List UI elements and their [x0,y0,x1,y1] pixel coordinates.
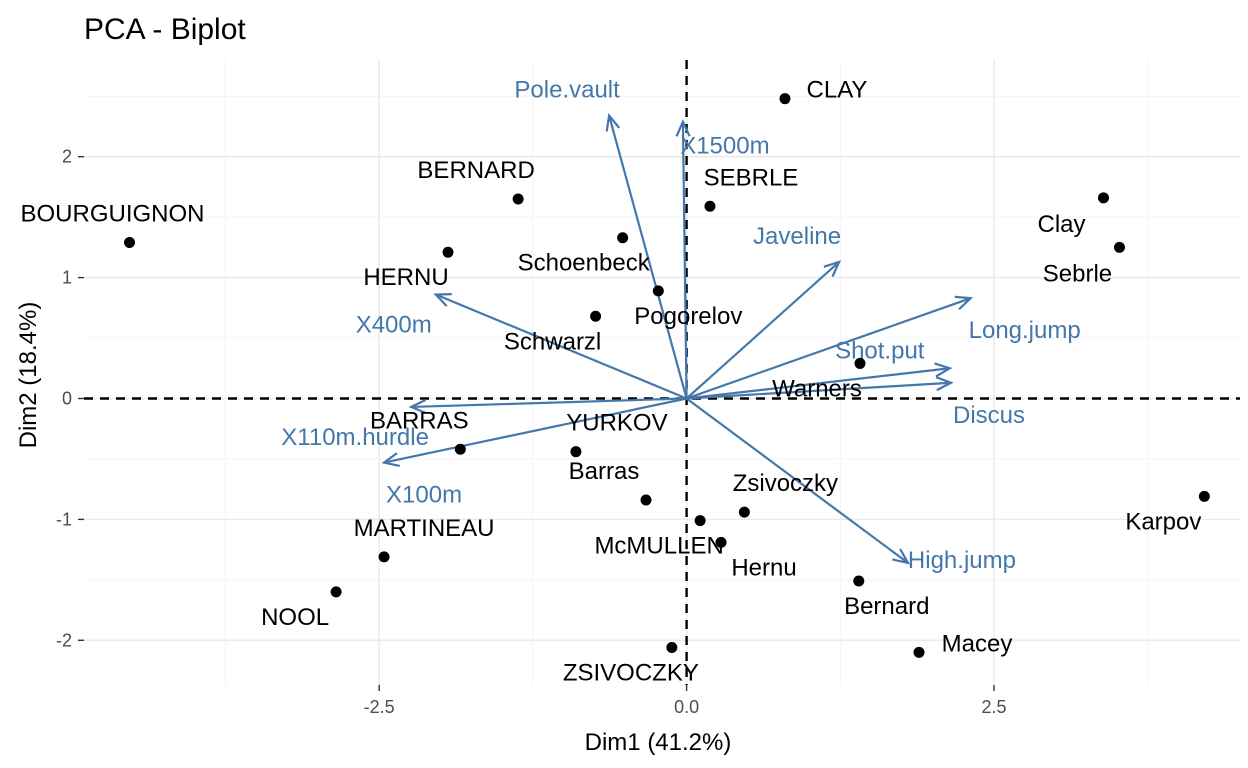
individual-point [570,446,582,458]
variable-arrow [686,381,952,400]
variable-arrowhead [408,398,427,415]
individual-label: HERNU [363,264,448,291]
individual-label: Warners [772,375,862,402]
variable-arrowhead [675,118,691,137]
variable-arrow [686,297,972,400]
variable-label: X1500m [680,133,769,160]
individual-point [779,93,791,105]
individual-point [617,232,629,244]
reference-lines [84,60,1240,685]
individual-point [378,551,390,563]
y-tick-label: 0 [62,388,72,408]
variable-label: X110m.hurdle [281,424,429,451]
grid [84,60,1240,685]
x-tick-label: -2.5 [364,697,395,717]
variable-arrowhead [934,362,953,378]
variable-label: Shot.put [835,337,925,364]
individual-label: BARRAS [370,407,469,434]
individual-label: BERNARD [417,157,534,184]
individual-point [1113,241,1125,253]
x-tick-label: 0.0 [674,697,699,717]
individual-point [715,536,727,548]
y-tick-label: -2 [56,630,72,650]
individual-point [704,200,716,212]
individual-label: Macey [942,630,1013,657]
variable-label: X400m [356,312,432,339]
individual-point [454,443,466,455]
variable-arrow [608,115,688,399]
individual-label: YURKOV [566,410,667,437]
variable-arrow [411,397,687,409]
individual-point [442,246,454,258]
individual-label: Schoenbeck [518,250,651,277]
individual-label: Karpov [1125,508,1201,535]
x-axis-title: Dim1 (41.2%) [585,729,732,756]
individual-label: Hernu [731,554,796,581]
variable-arrow [681,121,688,399]
individual-label: Schwarzl [504,328,601,355]
y-tick-label: 1 [62,268,72,288]
variable-arrowhead [381,452,400,467]
individual-point [738,506,750,518]
variable-arrow [685,397,909,564]
individual-point [694,515,706,527]
variable-arrowhead [605,113,621,132]
individual-point [853,575,865,587]
chart-title: PCA - Biplot [84,13,246,46]
individual-label: ZSIVOCZKY [563,660,699,687]
variable-arrowhead [433,292,452,307]
individual-point [330,586,342,598]
individual-label: CLAY [807,77,868,104]
variable-label: X100m [386,482,462,509]
variable-arrowhead [954,295,974,310]
individual-point [913,646,925,658]
individual-point [512,193,524,205]
individual-point [590,310,602,322]
variable-arrowhead [823,260,842,277]
individual-label: Barras [569,458,640,485]
individual-label: MARTINEAU [354,515,495,542]
variable-label: High.jump [908,547,1016,574]
individual-point [124,237,136,249]
individual-label: SEBRLE [704,164,799,191]
variable-arrow [435,293,688,400]
variable-arrow [685,261,840,400]
variable-arrow [383,397,687,464]
y-tick-label: 2 [62,147,72,167]
individual-label: Clay [1037,211,1085,238]
y-tick-label: -1 [56,509,72,529]
individual-label: BOURGUIGNON [20,201,204,228]
individual-points: CLAY BERNARD SEBRLE BOURGUIGNON Clay Sebrle HE… [20,77,1210,687]
individual-point [1198,490,1210,502]
individual-point [1097,192,1109,204]
axes: -2.5 0.0 2.5 -2 -1 0 1 2 [56,147,1007,717]
variable-arrowhead [892,548,911,565]
variable-label: Javeline [753,223,841,250]
individual-label: Zsivoczky [733,470,838,497]
variable-arrow [686,367,950,400]
variable-label: Long.jump [969,317,1081,344]
individual-label: Bernard [844,593,929,620]
individual-label: Sebrle [1043,260,1112,287]
variable-arrows: Pole.vault X1500m Javeline Long.jump Shot.pu… [281,77,1080,574]
individual-label: McMULLEN [594,533,723,560]
variable-arrowhead [935,376,954,392]
individual-label: NOOL [261,604,329,631]
individual-point [652,285,664,297]
variable-label: Discus [953,402,1025,429]
individual-point [854,357,866,369]
x-tick-label: 2.5 [982,697,1007,717]
variable-label: Pole.vault [514,77,620,104]
individual-point [640,494,652,506]
individual-point [666,642,678,654]
y-axis-title: Dim2 (18.4%) [15,302,42,449]
individual-label: Pogorelov [634,303,742,330]
